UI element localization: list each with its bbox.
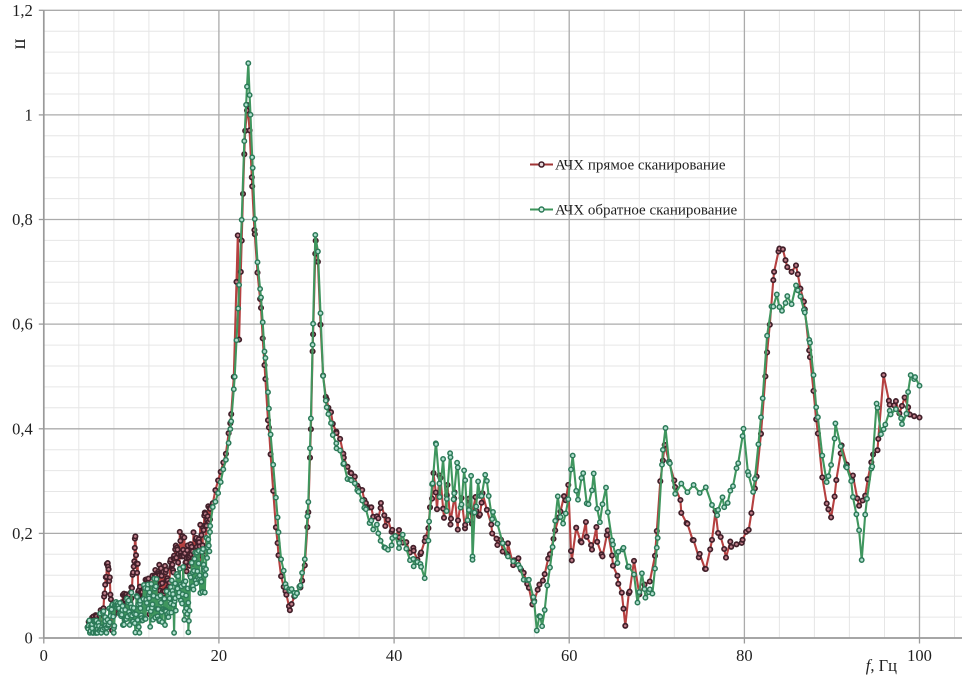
svg-text:0,8: 0,8 [12, 210, 33, 229]
svg-text:f, Гц: f, Гц [866, 656, 897, 675]
svg-text:0: 0 [40, 646, 48, 665]
svg-text:0,2: 0,2 [12, 524, 33, 543]
svg-text:0: 0 [25, 629, 33, 648]
svg-text:20: 20 [211, 646, 228, 665]
svg-text:100: 100 [907, 646, 932, 665]
svg-text:1: 1 [25, 105, 33, 124]
svg-text:АЧХ прямое сканирование: АЧХ прямое сканирование [555, 158, 726, 174]
svg-text:1,2: 1,2 [12, 1, 33, 20]
svg-text:п: п [11, 39, 33, 50]
svg-text:80: 80 [736, 646, 753, 665]
svg-text:40: 40 [386, 646, 403, 665]
svg-text:АЧХ обратное сканирование: АЧХ обратное сканирование [555, 203, 737, 219]
svg-text:60: 60 [561, 646, 578, 665]
svg-text:0,4: 0,4 [12, 419, 33, 438]
svg-text:0,6: 0,6 [12, 315, 33, 334]
